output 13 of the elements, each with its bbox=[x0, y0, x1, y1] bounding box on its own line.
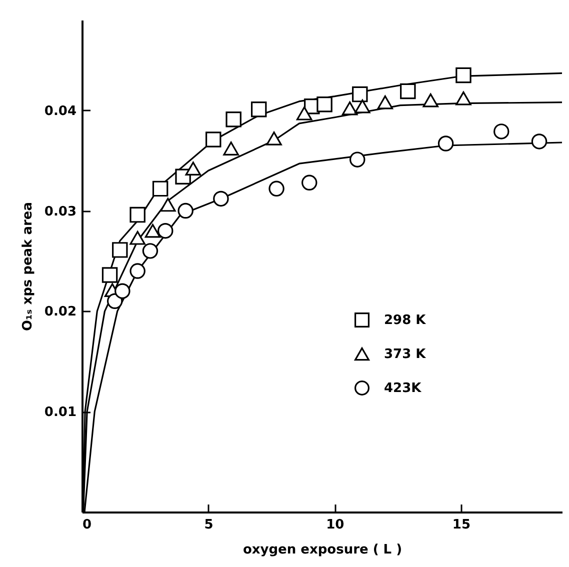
x-tick-label: 5 bbox=[204, 518, 214, 532]
legend-label: 423K bbox=[384, 381, 422, 396]
y-axis-title: O₁ₛ xps peak area bbox=[20, 202, 36, 332]
y-tick-label: 0.02 bbox=[44, 304, 76, 320]
y-tick-label: 0.04 bbox=[44, 104, 76, 119]
legend-label: 373 K bbox=[384, 347, 427, 362]
x-axis-title: oxygen exposure ( L ) bbox=[242, 542, 402, 558]
y-tick-label: 0.03 bbox=[44, 204, 76, 220]
x-tick-label: 15 bbox=[452, 518, 470, 532]
legend-label: 298 K bbox=[384, 313, 427, 328]
x-tick-label: 0 bbox=[82, 518, 92, 532]
y-tick-label: 0.01 bbox=[44, 405, 76, 420]
x-tick-label: 10 bbox=[326, 518, 344, 532]
